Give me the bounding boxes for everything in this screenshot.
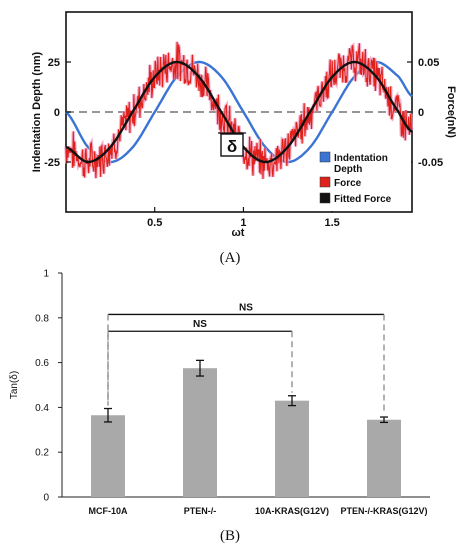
legend-label-fitted-force: Fitted Force: [334, 194, 392, 205]
panel-a-right-y-tick-label: -0.05: [418, 157, 443, 169]
panel-b-category-label: PTEN-/-KRAS(G12V): [340, 506, 427, 516]
panel-b-y-tick-label: 0.4: [35, 403, 49, 414]
bar: [275, 400, 309, 497]
legend-label-indentation-line1: Indentation: [334, 153, 388, 164]
panel-a-right-y-tick-label: 0: [418, 107, 424, 119]
panel-b-y-tick-label: 0: [43, 493, 49, 504]
panel-a-left-y-tick-label: 25: [48, 57, 60, 69]
delta-label: δ: [227, 137, 237, 156]
panel-a-x-axis-label: ωt: [232, 227, 245, 239]
panel-a-x-tick-label: 0.5: [147, 217, 162, 229]
panel-a-left-y-tick-label: -25: [44, 157, 60, 169]
panel-b-category-label: PTEN-/-: [184, 506, 217, 516]
panel-b-y-tick-label: 0.2: [35, 448, 49, 459]
panel-a-legend: Indentation Depth Force Fitted Force: [316, 146, 411, 211]
panel-b-significance: NS NS: [107, 302, 385, 415]
panel-b-y-tick-label: 0.8: [35, 313, 49, 324]
panel-b-y-tick-label: 0.6: [35, 358, 49, 369]
legend-swatch-force: [319, 176, 331, 188]
bar: [183, 368, 217, 497]
panel-b-category-label: MCF-10A: [88, 506, 128, 516]
panel-b-y-axis-label: Tan(δ): [9, 371, 20, 399]
legend-label-indentation-line2: Depth: [334, 164, 362, 175]
significance-label: NS: [239, 302, 253, 313]
legend-label-force: Force: [334, 178, 362, 189]
legend-swatch-fitted-force: [319, 192, 331, 204]
panel-a-chart: 0.5 1 1.5 25 0 -25 0.05 0 -0.05 δ Indentation De…: [31, 11, 457, 266]
delta-annotation: δ: [218, 132, 246, 157]
panel-a-left-y-tick-label: 0: [54, 107, 60, 119]
legend-box: [316, 146, 411, 211]
panel-b-bars: MCF-10A PTEN-/- 10A-KRAS(G12V) PTEN-/-KRAS(…: [88, 359, 428, 516]
series-force-line: [65, 41, 413, 179]
bar: [91, 415, 125, 497]
panel-a-right-y-tick-label: 0.05: [418, 57, 439, 69]
significance-label: NS: [193, 319, 207, 330]
legend-swatch-indentation: [319, 151, 331, 163]
panel-a-right-y-axis-label: Force(nN): [445, 86, 457, 138]
bar: [367, 419, 401, 497]
panel-b-chart: 0 0.2 0.4 0.6 0.8 1 MCF-10A PTEN-/- 10A-KRAS(G1…: [9, 269, 430, 544]
panel-a-label: (A): [220, 250, 241, 266]
panel-a-left-y-axis-label: Indentation Depth (nm): [31, 51, 43, 172]
panel-b-category-label: 10A-KRAS(G12V): [255, 506, 329, 516]
panel-b-y-tick-label: 1: [43, 269, 49, 280]
panel-a-x-tick-label: 1.5: [325, 217, 340, 229]
panel-a-axes: 0.5 1 1.5 25 0 -25 0.05 0 -0.05: [44, 57, 443, 229]
panel-b-label: (B): [220, 528, 240, 544]
panel-a-x-tick-label: 1: [240, 217, 246, 229]
